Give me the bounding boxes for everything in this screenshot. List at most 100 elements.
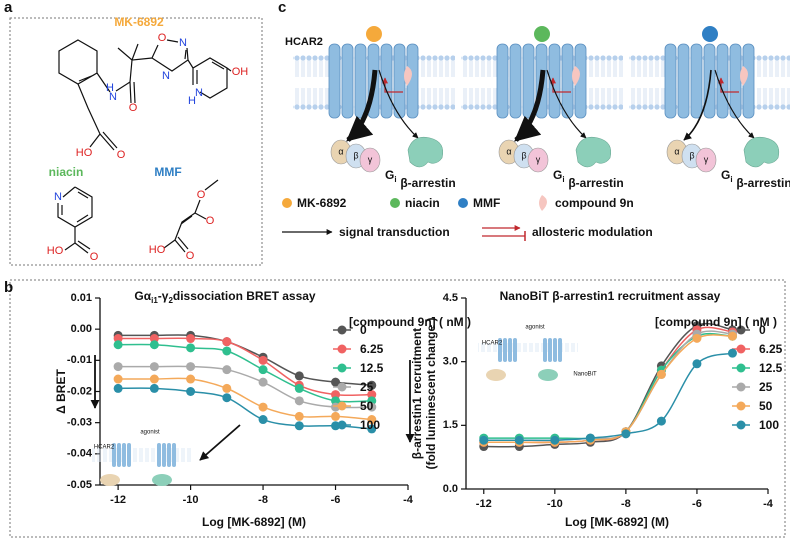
legend-title: [compound 9n] ( nM ): [655, 315, 777, 329]
atom: O: [158, 32, 167, 44]
g-protein-label: Gi: [385, 168, 397, 184]
y-tick-label: 0.00: [71, 323, 92, 335]
atom: H: [106, 82, 114, 94]
data-point: [258, 377, 268, 387]
panel-label: b: [4, 279, 13, 296]
g-protein-sub: i: [730, 175, 732, 184]
data-point: [585, 433, 595, 443]
x-tick-label: -4: [763, 498, 774, 510]
y-tick-label: -0.04: [67, 448, 93, 460]
legend-dot: [282, 198, 292, 208]
data-point: [113, 362, 123, 372]
atom: HO: [76, 147, 93, 159]
data-point: [621, 429, 631, 439]
molecule-mmf: MMF O O HO O: [149, 165, 219, 262]
legend-label: allosteric modulation: [532, 225, 653, 239]
legend-marker: [736, 401, 746, 411]
chart-title: NanoBiT β-arrestin1 recruitment assay: [500, 289, 721, 303]
legend-label: 50: [759, 399, 773, 413]
data-point: [149, 340, 159, 350]
signal-arrow-arrestin: [378, 69, 419, 139]
x-axis-label: Log [MK-6892] (M): [565, 515, 669, 529]
inset-label: HCAR2: [482, 341, 503, 347]
data-point: [656, 369, 666, 379]
inset-helix: [167, 443, 171, 467]
data-point: [258, 402, 268, 412]
atom: N: [109, 91, 117, 103]
legend-label: MMF: [473, 196, 500, 210]
data-point: [294, 421, 304, 431]
helix: [393, 43, 406, 119]
allosteric-arrow: [718, 77, 739, 93]
legend-label: 25: [759, 380, 773, 394]
molecule-niacin: niacin N HO O: [47, 165, 99, 263]
legend-label: 100: [759, 418, 779, 432]
legend-label: signal transduction: [339, 225, 450, 239]
panel-label: c: [278, 0, 286, 16]
helix: [509, 43, 522, 119]
g-protein-name: G: [385, 168, 394, 182]
y-tick-label: -0.05: [67, 479, 92, 491]
inset-protein: [152, 474, 172, 486]
legend-label: 100: [360, 418, 380, 432]
agonist-dot: [702, 26, 718, 42]
data-point: [258, 355, 268, 365]
data-point: [367, 402, 377, 412]
atom: N: [54, 191, 62, 203]
inset-label: agonist: [140, 430, 160, 436]
signal-arrow-arrestin: [546, 69, 587, 139]
x-tick-label: -4: [403, 494, 414, 506]
subunit-label: β: [521, 150, 526, 160]
data-point: [367, 396, 377, 406]
x-tick-label: -12: [110, 494, 126, 506]
helix: [664, 43, 677, 119]
g-protein-name: G: [553, 168, 562, 182]
trend-arrow: [199, 424, 241, 461]
inset-label: NanoBiT: [573, 372, 597, 378]
bond-lines: [163, 179, 219, 253]
subunit-label: α: [338, 146, 343, 156]
g-subunit: [695, 147, 717, 173]
legend-marker: [736, 344, 746, 354]
arrestin-label: β-arrestin: [736, 176, 790, 190]
y-tick-label: 1.5: [443, 419, 458, 431]
helix: [677, 43, 690, 119]
compound-9n: [740, 66, 748, 86]
legend-marker: [337, 344, 347, 354]
legend-allosteric: [482, 228, 525, 237]
legend-marker: [736, 420, 746, 430]
data-point: [331, 411, 341, 421]
legend-marker: [736, 325, 746, 335]
y-tick-label: -0.02: [67, 385, 92, 397]
legend-label: 12.5: [759, 361, 783, 375]
data-point: [149, 374, 159, 384]
data-point: [367, 390, 377, 400]
atom: O: [186, 250, 195, 262]
inset-helix: [553, 338, 557, 362]
arrestin-shape: [407, 136, 444, 168]
x-tick-label: -10: [183, 494, 199, 506]
data-point: [367, 424, 377, 434]
data-point: [692, 333, 702, 343]
inset-helix: [498, 338, 502, 362]
inset-helix: [112, 443, 116, 467]
data-point: [113, 383, 123, 393]
legend-label: MK-6892: [297, 196, 347, 210]
atom: O: [129, 102, 138, 114]
data-point: [149, 383, 159, 393]
panel-a-box: [9, 17, 263, 266]
data-point: [186, 343, 196, 353]
subunit-label: β: [689, 150, 694, 160]
panel-label: a: [4, 0, 13, 16]
signal-arrow-g: [683, 69, 712, 141]
helix: [690, 43, 703, 119]
bond-lines: [58, 39, 232, 151]
molecule-name: niacin: [49, 165, 84, 179]
atom: O: [117, 149, 126, 161]
x-tick-label: -10: [547, 498, 563, 510]
allosteric-arrow: [550, 77, 571, 93]
x-tick-label: -8: [621, 498, 631, 510]
inset-protein: [486, 369, 506, 381]
data-point: [222, 337, 232, 347]
